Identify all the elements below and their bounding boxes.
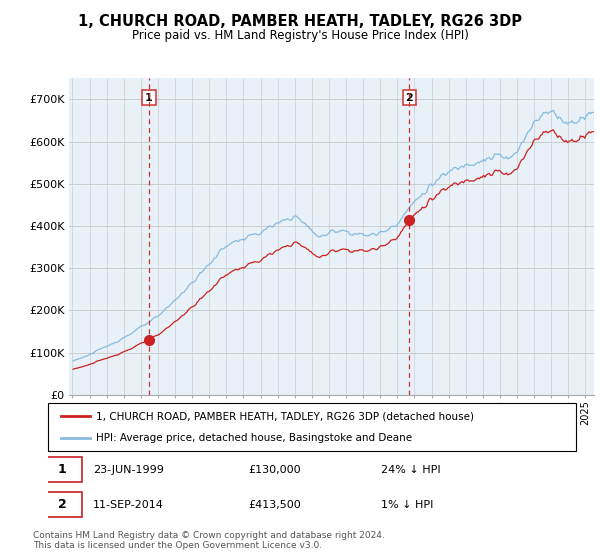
Text: 2: 2 xyxy=(58,498,67,511)
Text: 24% ↓ HPI: 24% ↓ HPI xyxy=(380,465,440,475)
Text: Contains HM Land Registry data © Crown copyright and database right 2024.
This d: Contains HM Land Registry data © Crown c… xyxy=(33,530,385,550)
Text: 11-SEP-2014: 11-SEP-2014 xyxy=(93,500,164,510)
Text: 1% ↓ HPI: 1% ↓ HPI xyxy=(380,500,433,510)
Text: 2: 2 xyxy=(406,92,413,102)
FancyBboxPatch shape xyxy=(48,403,576,451)
Text: 1, CHURCH ROAD, PAMBER HEATH, TADLEY, RG26 3DP: 1, CHURCH ROAD, PAMBER HEATH, TADLEY, RG… xyxy=(78,14,522,29)
FancyBboxPatch shape xyxy=(43,492,82,517)
Text: 23-JUN-1999: 23-JUN-1999 xyxy=(93,465,164,475)
Text: Price paid vs. HM Land Registry's House Price Index (HPI): Price paid vs. HM Land Registry's House … xyxy=(131,29,469,42)
Text: £413,500: £413,500 xyxy=(248,500,301,510)
Text: HPI: Average price, detached house, Basingstoke and Deane: HPI: Average price, detached house, Basi… xyxy=(95,433,412,443)
Text: £130,000: £130,000 xyxy=(248,465,301,475)
Text: 1: 1 xyxy=(145,92,153,102)
Text: 1: 1 xyxy=(58,463,67,477)
FancyBboxPatch shape xyxy=(43,458,82,482)
Text: 1, CHURCH ROAD, PAMBER HEATH, TADLEY, RG26 3DP (detached house): 1, CHURCH ROAD, PAMBER HEATH, TADLEY, RG… xyxy=(95,411,473,421)
